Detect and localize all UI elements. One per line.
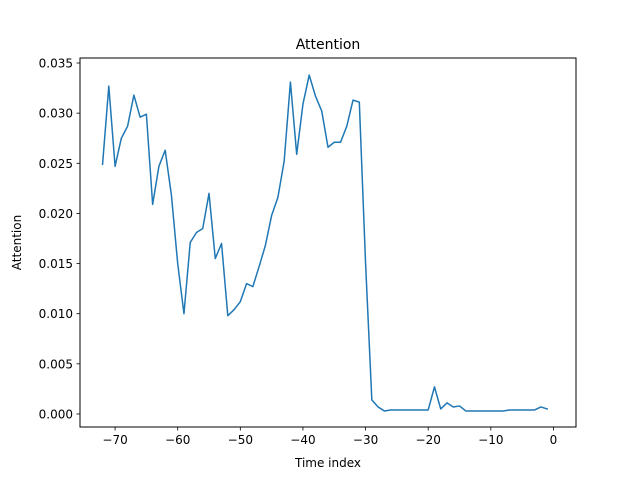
y-tick-label: 0.015 bbox=[39, 257, 73, 271]
y-tick-label: 0.000 bbox=[39, 407, 73, 421]
x-tick-label: −50 bbox=[228, 433, 253, 447]
y-tick-label: 0.035 bbox=[39, 57, 73, 71]
y-axis-label: Attention bbox=[10, 215, 24, 270]
x-tick-label: −10 bbox=[478, 433, 503, 447]
y-tick-label: 0.010 bbox=[39, 307, 73, 321]
chart-title: Attention bbox=[296, 37, 361, 53]
y-tick-label: 0.020 bbox=[39, 207, 73, 221]
x-axis-label: Time index bbox=[294, 456, 361, 470]
x-tick-label: −70 bbox=[102, 433, 127, 447]
plot-area bbox=[101, 74, 549, 412]
y-tick-label: 0.030 bbox=[39, 107, 73, 121]
x-tick-label: −30 bbox=[353, 433, 378, 447]
y-axis: 0.000 0.005 0.010 0.015 0.020 0.025 0.030 0.035 bbox=[39, 57, 80, 421]
y-tick-label: 0.005 bbox=[39, 357, 73, 371]
y-tick-label: 0.025 bbox=[39, 157, 73, 171]
x-tick-label: 0 bbox=[550, 433, 558, 447]
x-axis: −70 −60 −50 −40 −30 −20 −10 0 bbox=[102, 427, 557, 447]
series-line bbox=[101, 74, 549, 412]
x-tick-label: −60 bbox=[165, 433, 190, 447]
x-tick-label: −20 bbox=[416, 433, 441, 447]
x-tick-label: −40 bbox=[290, 433, 315, 447]
plot-frame bbox=[79, 57, 577, 428]
